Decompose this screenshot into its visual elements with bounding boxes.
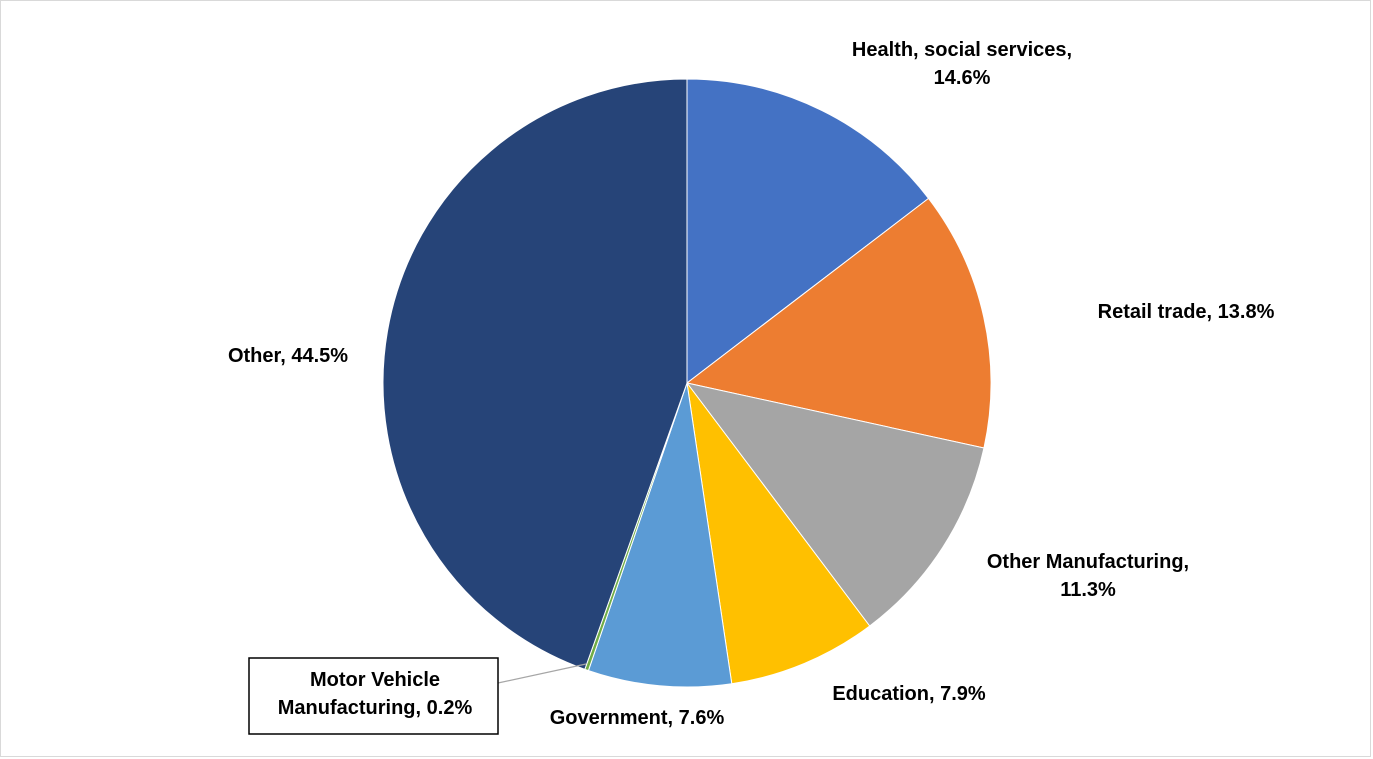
pie-slice-retail-trade	[685, 197, 992, 449]
data-label-line: Retail trade, 13.8%	[1098, 301, 1275, 323]
data-label-line: 14.6%	[934, 67, 991, 89]
data-label-government: Government, 7.6%	[550, 707, 725, 729]
leader-line-motor-vehicle-manufacturing	[497, 663, 587, 684]
pie-slice-health-social-services	[686, 78, 930, 385]
data-label-retail-trade: Retail trade, 13.8%	[1098, 301, 1275, 323]
pie-slice-other-manufacturing	[685, 382, 985, 627]
data-label-line: Health, social services,	[852, 39, 1072, 61]
data-label-education: Education, 7.9%	[832, 683, 986, 705]
data-label-motor-vehicle-manufacturing: Motor Vehicle Manufacturing, 0.2%	[278, 669, 473, 719]
data-label-other: Other, 44.5%	[228, 345, 348, 367]
data-label-other-manufacturing: Other Manufacturing, 11.3%	[987, 551, 1189, 601]
pie-slice-other	[382, 78, 688, 670]
data-label-line: 11.3%	[1060, 579, 1116, 601]
pie-slice-government	[587, 382, 733, 688]
data-label-line: Manufacturing, 0.2%	[278, 697, 473, 719]
data-label-line: Other, 44.5%	[228, 345, 348, 367]
data-label-line: Government, 7.6%	[550, 707, 725, 729]
label-box-motor-vehicle-manufacturing	[248, 657, 499, 735]
data-label-line: Education, 7.9%	[832, 683, 986, 705]
data-label-health-social-services: Health, social services, 14.6%	[852, 39, 1072, 89]
data-label-line: Other Manufacturing,	[987, 551, 1189, 573]
pie-slice-education	[686, 382, 871, 685]
data-label-line: Motor Vehicle	[310, 669, 440, 691]
